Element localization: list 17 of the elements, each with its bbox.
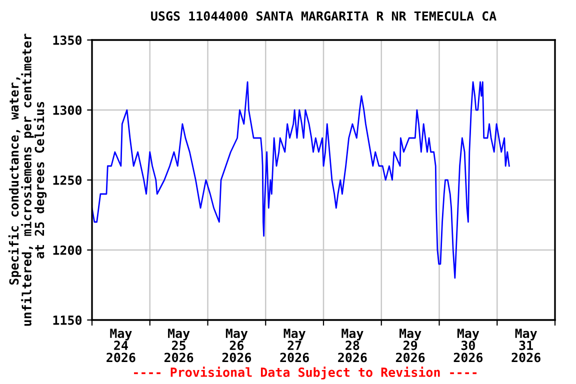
y-tick-label: 1250 [53,175,82,185]
y-tick-label: 1350 [53,35,82,45]
x-tick-label: May 29 2026 [396,328,425,362]
y-tick-label: 1300 [53,105,82,115]
chart-title: USGS 11044000 SANTA MARGARITA R NR TEMECULA CA [151,11,496,21]
text: ---- Provisional Data Subject to Revision ---- [134,366,477,380]
y-axis-title: Specific conductance, water, unfiltered, microsiemens per centimeter at 25 degrees Celsius [8,34,47,326]
x-tick-label: May 25 2026 [164,328,194,362]
x-tick-label: May 26 2026 [222,328,252,362]
x-tick-label: May 31 2026 [512,328,540,362]
x-tick-label: May 30 2026 [454,328,483,362]
y-tick-label: 1200 [53,245,82,255]
line-series [92,81,510,279]
x-tick-label: May 24 2026 [106,328,136,362]
x-tick-label: May 28 2026 [338,328,367,362]
x-tick-label: May 27 2026 [280,328,309,362]
y-tick-label: 1150 [53,315,82,325]
